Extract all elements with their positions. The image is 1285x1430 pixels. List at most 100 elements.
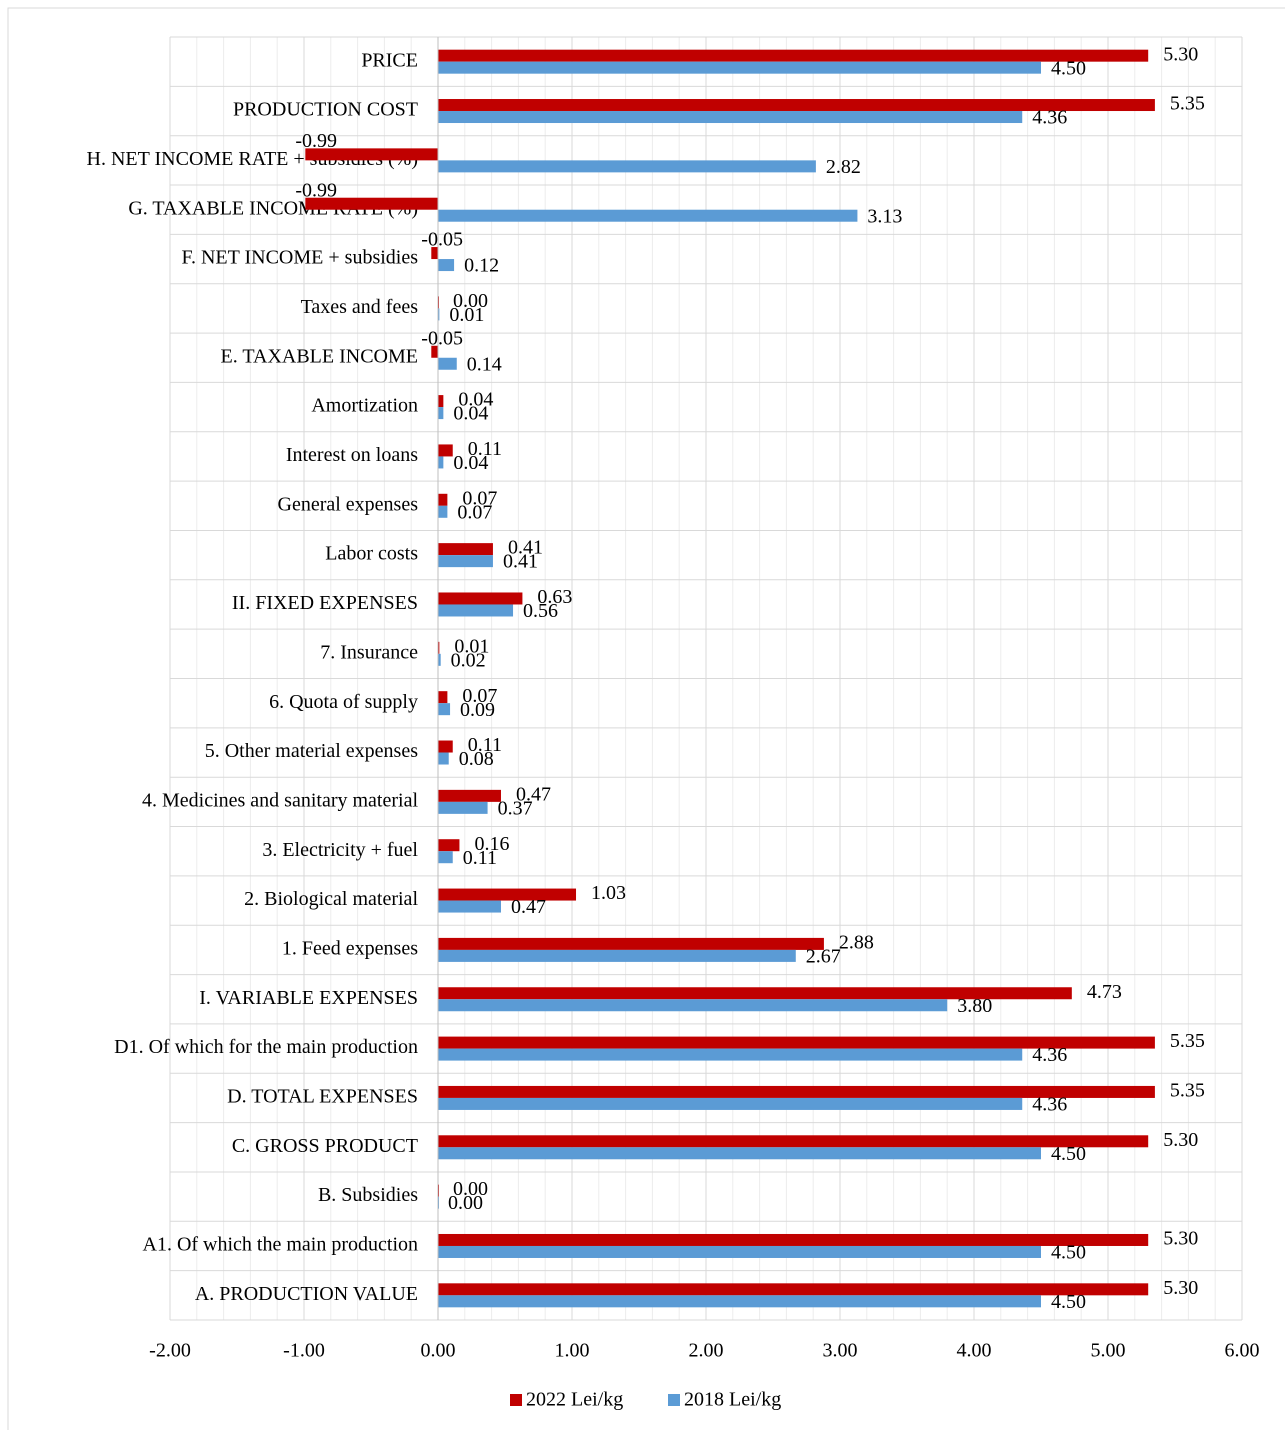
x-tick-label: 4.00 (957, 1340, 992, 1362)
x-tick-label: 5.00 (1091, 1340, 1126, 1362)
bar (438, 111, 1023, 124)
value-label: 4.50 (1051, 1242, 1086, 1264)
value-label: 4.73 (1087, 981, 1122, 1003)
bar (438, 703, 451, 716)
value-label: 0.04 (458, 389, 493, 411)
bar (438, 592, 523, 605)
value-label: 0.63 (537, 586, 572, 608)
bar (438, 407, 444, 420)
bar (438, 839, 460, 852)
bar (438, 456, 444, 469)
bar (438, 851, 453, 864)
value-label: 0.07 (457, 501, 492, 523)
bar (438, 653, 441, 666)
y-tick-label: A. PRODUCTION VALUE (195, 1283, 418, 1305)
y-tick-label: 6. Quota of supply (269, 691, 418, 713)
value-label: 0.07 (462, 685, 497, 707)
bar (438, 987, 1072, 1000)
y-tick-label: F. NET INCOME + subsidies (181, 247, 418, 269)
value-label: 4.36 (1032, 1094, 1067, 1116)
y-tick-label: D. TOTAL EXPENSES (227, 1086, 418, 1108)
bar (438, 1085, 1155, 1098)
value-label: 5.30 (1163, 43, 1198, 65)
bar (438, 259, 455, 272)
y-tick-label: Amortization (311, 395, 418, 417)
y-tick-label: 1. Feed expenses (282, 937, 418, 959)
x-tick-label: 0.00 (421, 1340, 456, 1362)
y-tick-label: D1. Of which for the main production (114, 1036, 418, 1058)
bar (438, 555, 493, 568)
bar (438, 1135, 1149, 1148)
value-label: 0.14 (467, 353, 502, 375)
value-label: 0.04 (453, 452, 488, 474)
legend-label: 2022 Lei/kg (526, 1389, 623, 1411)
value-label: 0.00 (453, 1178, 488, 1200)
bar (438, 1097, 1023, 1110)
bar (431, 247, 438, 260)
bar (438, 493, 448, 506)
x-tick-label: 3.00 (823, 1340, 858, 1362)
value-label: 0.09 (460, 699, 495, 721)
x-tick-label: 2.00 (689, 1340, 724, 1362)
value-label: 1.03 (591, 882, 626, 904)
bar (438, 801, 488, 814)
y-tick-label: II. FIXED EXPENSES (232, 592, 418, 614)
y-tick-label: 7. Insurance (320, 641, 418, 663)
bar (438, 1245, 1041, 1258)
bar (438, 543, 493, 556)
bar (438, 444, 453, 457)
bar (438, 308, 440, 321)
bar (438, 395, 444, 408)
bar (438, 1048, 1023, 1061)
value-label: 4.50 (1051, 1143, 1086, 1165)
value-label: 0.01 (449, 304, 484, 326)
x-tick-label: -2.00 (149, 1340, 191, 1362)
value-label: -0.05 (421, 327, 463, 349)
legend-label: 2018 Lei/kg (684, 1389, 781, 1411)
value-label: 0.56 (523, 600, 558, 622)
legend-swatch (668, 1394, 680, 1406)
x-tick-label: 6.00 (1225, 1340, 1260, 1362)
y-tick-label: A1. Of which the main production (143, 1234, 419, 1256)
value-label: 0.02 (451, 649, 486, 671)
value-label: 0.08 (459, 748, 494, 770)
value-label: 3.80 (957, 995, 992, 1017)
value-label: 5.35 (1170, 1080, 1205, 1102)
bar (438, 99, 1155, 112)
x-tick-label: 1.00 (555, 1340, 590, 1362)
bar (438, 505, 448, 518)
y-tick-label: C. GROSS PRODUCT (232, 1135, 418, 1157)
chart-frame (7, 7, 1285, 1430)
bar (438, 49, 1149, 62)
value-label: 5.30 (1163, 1277, 1198, 1299)
value-label: 0.07 (462, 487, 497, 509)
value-label: 5.35 (1170, 1030, 1205, 1052)
y-tick-label: 5. Other material expenses (205, 740, 418, 762)
bar (438, 900, 501, 913)
bar (438, 357, 457, 370)
bar (438, 888, 577, 901)
value-label: 0.01 (454, 635, 489, 657)
bar (438, 641, 440, 654)
value-label: 4.50 (1051, 57, 1086, 79)
value-label: -0.05 (421, 229, 463, 251)
value-label: 0.37 (498, 797, 533, 819)
value-label: 0.04 (453, 403, 488, 425)
value-label: 0.00 (448, 1192, 483, 1214)
bar (438, 691, 448, 704)
value-label: 0.12 (464, 255, 499, 277)
value-label: 3.13 (867, 205, 902, 227)
bar (438, 999, 948, 1012)
bar (438, 209, 858, 222)
value-label: 5.30 (1163, 1129, 1198, 1151)
value-label: 2.88 (839, 931, 874, 953)
y-tick-label: General expenses (278, 493, 419, 515)
bar (438, 752, 449, 765)
value-label: 0.41 (503, 551, 538, 573)
y-tick-label: B. Subsidies (318, 1184, 418, 1206)
bar (438, 1147, 1041, 1160)
value-label: 0.47 (516, 783, 551, 805)
value-label: 0.16 (474, 833, 509, 855)
y-tick-label: E. TAXABLE INCOME (221, 345, 418, 367)
value-label: 4.36 (1032, 1044, 1067, 1066)
